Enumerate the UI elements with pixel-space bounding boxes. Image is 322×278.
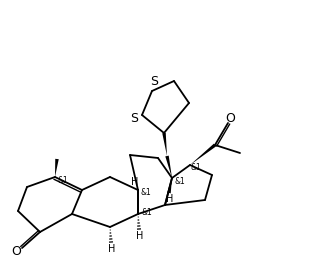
Text: &1: &1 [58, 175, 68, 185]
Text: H: H [108, 244, 116, 254]
Text: &1: &1 [142, 207, 152, 217]
Polygon shape [55, 159, 59, 177]
Text: O: O [11, 244, 21, 257]
Text: &1: &1 [175, 177, 185, 185]
Polygon shape [165, 156, 172, 178]
Text: H: H [131, 177, 139, 187]
Text: S: S [130, 111, 138, 125]
Text: H: H [166, 194, 174, 204]
Polygon shape [190, 144, 216, 165]
Text: S: S [150, 75, 158, 88]
Text: &1: &1 [191, 163, 201, 172]
Text: &1: &1 [141, 187, 151, 197]
Polygon shape [162, 133, 167, 156]
Text: O: O [225, 111, 235, 125]
Polygon shape [167, 178, 172, 193]
Text: H: H [136, 231, 144, 241]
